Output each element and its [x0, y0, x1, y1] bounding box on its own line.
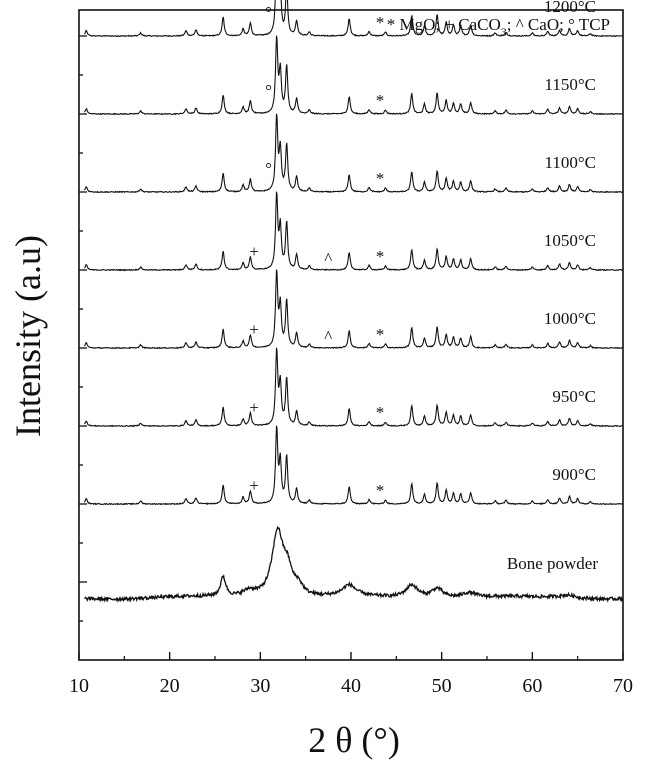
peak-marker-15: * — [376, 481, 385, 500]
series-line-950c — [84, 348, 622, 427]
series-label-1100c: 1100°C — [544, 153, 596, 172]
legend-part-1: * MgO; + CaCO — [387, 15, 501, 34]
x-tick-label-40: 40 — [341, 675, 361, 697]
series-label-bone-powder: Bone powder — [507, 554, 598, 573]
curves-group — [84, 0, 622, 601]
x-tick-label-70: 70 — [613, 675, 633, 697]
peak-marker-10: ^ — [324, 327, 332, 346]
x-tick-label-60: 60 — [522, 675, 542, 697]
peak-marker-13: * — [376, 403, 385, 422]
series-label-1000c: 1000°C — [544, 309, 596, 328]
x-axis-title: 2 θ (°) — [308, 720, 400, 760]
peak-marker-4: ° — [265, 159, 272, 178]
peak-marker-14: + — [249, 476, 259, 495]
peak-marker-0: ° — [265, 3, 272, 22]
peak-marker-7: ^ — [324, 249, 332, 268]
x-tick-label-30: 30 — [250, 675, 270, 697]
peak-marker-9: + — [249, 320, 259, 339]
x-tick-label-50: 50 — [432, 675, 452, 697]
y-axis-title: Intensity (a.u) — [8, 235, 48, 437]
x-tick-label-10: 10 — [69, 675, 89, 697]
peak-marker-12: + — [249, 398, 259, 417]
peak-marker-8: * — [376, 247, 385, 266]
peak-marker-5: * — [376, 169, 385, 188]
series-label-1200c: 1200°C — [544, 0, 596, 16]
series-line-1150c — [84, 36, 622, 115]
series-label-950c: 950°C — [552, 387, 596, 406]
series-label-1050c: 1050°C — [544, 231, 596, 250]
series-label-1150c: 1150°C — [544, 75, 596, 94]
labels-group: 1200°C 1150°C 1100°C 1050°C 1000°C 950°C 900°C… — [249, 0, 598, 573]
legend-part-2: ; ^ CaO; ° TCP — [507, 15, 610, 34]
series-line-1000c — [84, 270, 622, 349]
peak-marker-2: ° — [265, 81, 272, 100]
peak-marker-6: + — [249, 242, 259, 261]
peak-marker-11: * — [376, 325, 385, 344]
peak-marker-1: * — [376, 13, 385, 32]
peak-marker-3: * — [376, 91, 385, 110]
series-line-1100c — [84, 114, 622, 193]
series-line-900c — [84, 426, 622, 505]
x-tick-label-20: 20 — [160, 675, 180, 697]
series-line-1050c — [84, 192, 622, 271]
series-label-900c: 900°C — [552, 465, 596, 484]
